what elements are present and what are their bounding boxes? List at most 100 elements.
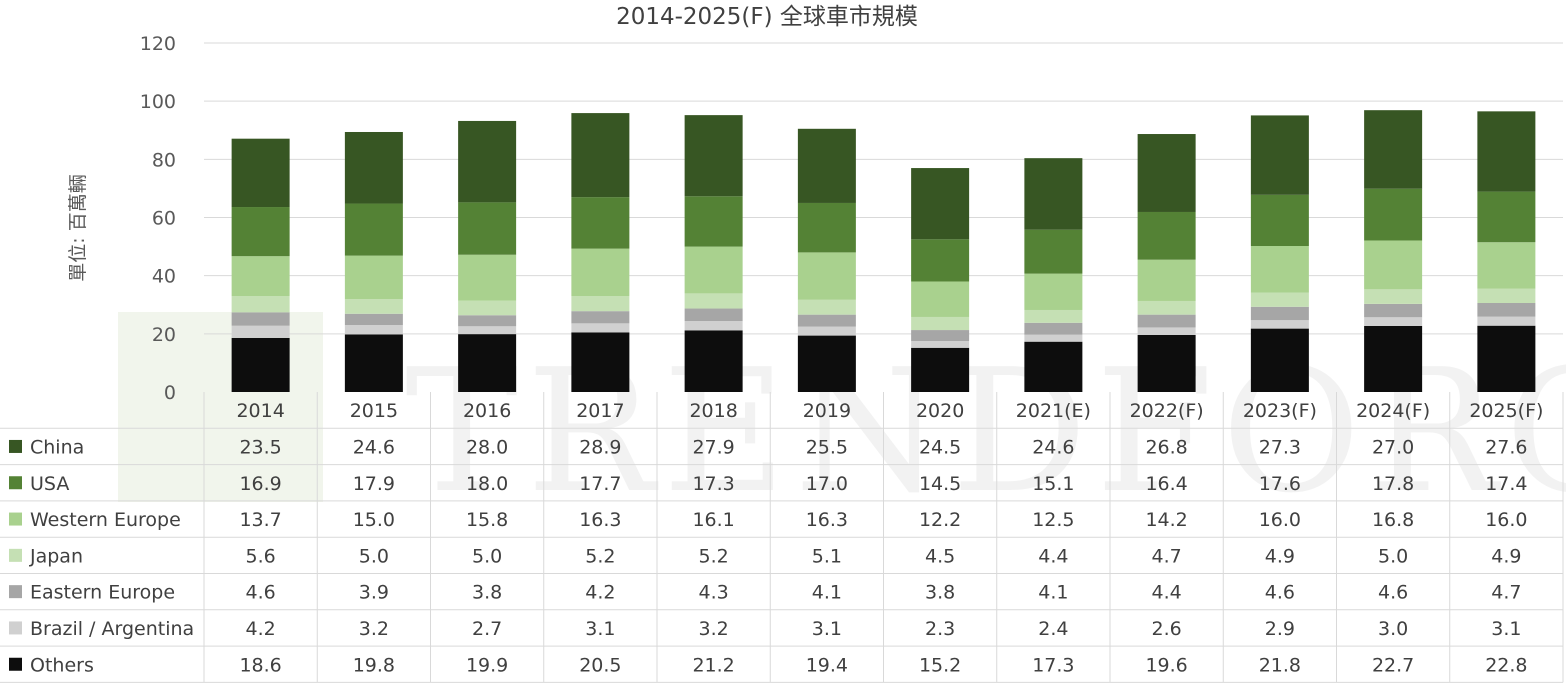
data-label: 19.9 (466, 654, 508, 676)
bar-segment-eastern-europe (571, 311, 630, 324)
data-label: 16.3 (806, 509, 848, 531)
bar-segment-brazil-argentina (1250, 320, 1309, 329)
data-label: 24.5 (919, 436, 961, 458)
data-label: 4.4 (1152, 582, 1182, 604)
bar-segment-others (1250, 328, 1309, 392)
bar-segment-usa (458, 202, 517, 255)
data-label: 28.0 (466, 436, 508, 458)
data-label: 19.4 (806, 654, 848, 676)
bar-segment-brazil-argentina (231, 325, 290, 338)
bar-segment-china (571, 113, 630, 198)
data-label: 16.1 (692, 509, 734, 531)
bar-segment-japan (458, 300, 517, 316)
bar-segment-others (231, 337, 290, 392)
bar-segment-brazil-argentina (1137, 327, 1196, 335)
gridlines (204, 42, 1563, 335)
bar-segment-western-europe (1137, 259, 1196, 301)
data-label: 17.7 (579, 473, 621, 495)
data-label: 14.2 (1145, 509, 1187, 531)
bar-segment-japan (1364, 289, 1423, 304)
data-label: 4.7 (1491, 582, 1521, 604)
chart-title: 2014-2025(F) 全球車市規模 (616, 4, 918, 30)
data-label: 26.8 (1145, 436, 1187, 458)
x-tick-label: 2019 (803, 400, 851, 422)
bar-segment-eastern-europe (1024, 322, 1083, 335)
bar-segment-japan (911, 316, 970, 331)
data-label: 3.1 (812, 618, 842, 640)
data-label: 4.5 (925, 545, 955, 567)
bar-segment-japan (684, 293, 743, 309)
data-label: 4.7 (1152, 545, 1182, 567)
bar-segment-brazil-argentina (1477, 316, 1536, 326)
bar-segment-brazil-argentina (684, 321, 743, 331)
data-label: 28.9 (579, 436, 621, 458)
bar-segment-eastern-europe (1137, 314, 1196, 328)
data-label: 4.2 (585, 582, 615, 604)
data-label: 23.5 (239, 436, 281, 458)
data-label: 27.9 (692, 436, 734, 458)
bar-segment-eastern-europe (458, 315, 517, 327)
bar-segment-usa (571, 197, 630, 249)
bar-segment-usa (684, 196, 743, 247)
x-tick-label: 2016 (463, 400, 511, 422)
bar-segment-japan (231, 296, 290, 313)
data-label: 27.6 (1485, 436, 1527, 458)
x-tick-label: 2015 (350, 400, 398, 422)
bar-segment-others (1024, 341, 1083, 392)
bar-segment-usa (1250, 194, 1309, 247)
data-label: 27.0 (1372, 436, 1414, 458)
bar-segment-western-europe (1477, 242, 1536, 289)
y-tick-label: 0 (164, 382, 176, 404)
legend-swatch (9, 512, 22, 526)
bar-segment-western-europe (911, 281, 970, 317)
bar-segment-western-europe (684, 246, 743, 294)
data-label: 13.7 (239, 509, 281, 531)
bar-segment-china (684, 115, 743, 197)
bar-segment-usa (1364, 188, 1423, 241)
data-label: 3.1 (1491, 618, 1521, 640)
legend-label: China (30, 436, 84, 458)
data-label: 18.6 (239, 654, 281, 676)
bar-segment-china (797, 128, 856, 203)
bar-segment-eastern-europe (911, 330, 970, 342)
data-label: 17.9 (353, 473, 395, 495)
bar-segment-others (571, 332, 630, 392)
legend-label: Japan (29, 545, 83, 567)
y-tick-label: 60 (152, 208, 176, 230)
bar-segment-china (231, 138, 290, 208)
data-label: 16.0 (1259, 509, 1301, 531)
bar-segment-brazil-argentina (571, 323, 630, 333)
data-label: 19.8 (353, 654, 395, 676)
bar-segment-others (458, 334, 517, 392)
data-label: 2.7 (472, 618, 502, 640)
data-label: 18.0 (466, 473, 508, 495)
data-table: 2014 2015 2016 2017 2018 2019 2020 2021(E) 2022(… (0, 392, 1564, 683)
bar-segment-western-europe (1024, 273, 1083, 310)
watermark-logo-block (118, 312, 323, 502)
data-label: 21.2 (692, 654, 734, 676)
bar-segment-brazil-argentina (797, 326, 856, 336)
data-label: 22.7 (1372, 654, 1414, 676)
x-tick-label: 2023(F) (1243, 400, 1317, 422)
data-label: 22.8 (1485, 654, 1527, 676)
bar-segment-china (344, 131, 403, 204)
data-label: 4.6 (1378, 582, 1408, 604)
legend-swatch (9, 585, 22, 599)
bar-segment-brazil-argentina (911, 341, 970, 348)
bar-segment-western-europe (571, 248, 630, 297)
x-tick-label: 2018 (689, 400, 737, 422)
bar-segment-usa (1024, 229, 1083, 274)
bar-segment-usa (797, 202, 856, 253)
data-label: 15.2 (919, 654, 961, 676)
data-label: 17.4 (1485, 473, 1527, 495)
legend-swatch (9, 476, 22, 490)
x-tick-label: 2024(F) (1356, 400, 1430, 422)
data-label: 4.9 (1491, 545, 1521, 567)
bar-segment-china (1250, 115, 1309, 195)
bar-segment-china (1024, 158, 1083, 230)
data-label: 19.6 (1145, 654, 1187, 676)
bar-segment-china (1364, 110, 1423, 189)
y-tick-label: 80 (152, 149, 176, 171)
bar-segment-western-europe (797, 252, 856, 300)
